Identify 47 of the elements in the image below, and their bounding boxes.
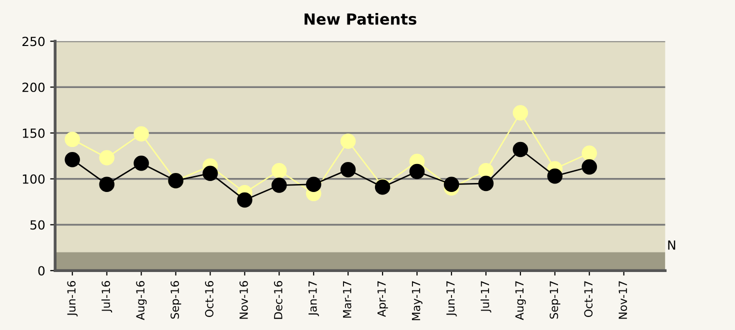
point bbox=[272, 178, 287, 193]
x-tick-label: Jul-17 bbox=[480, 281, 492, 312]
point bbox=[237, 192, 252, 208]
y-tick-label: 150 bbox=[22, 128, 45, 138]
point bbox=[64, 132, 80, 148]
x-tick-label: Jul-16 bbox=[101, 281, 112, 312]
y-tick-label: 250 bbox=[22, 36, 45, 46]
y-tick-label: 0 bbox=[38, 266, 45, 276]
point bbox=[582, 146, 597, 161]
x-tick-label: Nov-16 bbox=[240, 281, 248, 319]
x-tick-label: Aug-17 bbox=[515, 281, 526, 320]
point bbox=[99, 176, 114, 192]
band-label: N bbox=[668, 240, 676, 250]
x-tick-label: Sep-17 bbox=[550, 281, 560, 319]
point bbox=[99, 150, 114, 166]
x-tick-label: Oct-17 bbox=[584, 281, 593, 318]
x-tick-label: Dec-16 bbox=[274, 281, 282, 319]
x-tick-label: Apr-17 bbox=[378, 281, 388, 317]
point bbox=[306, 176, 322, 192]
chart-title: New Patients bbox=[304, 12, 416, 25]
point bbox=[512, 105, 528, 120]
point bbox=[340, 134, 356, 149]
y-tick-label: 50 bbox=[30, 220, 45, 230]
x-tick-label: Oct-16 bbox=[205, 281, 214, 318]
point bbox=[134, 126, 149, 142]
x-tick-label: Jun-17 bbox=[446, 281, 457, 316]
point bbox=[478, 176, 494, 192]
y-tick-label: 200 bbox=[22, 82, 45, 92]
point bbox=[409, 164, 425, 180]
x-tick-label: Jan-17 bbox=[308, 281, 319, 316]
point bbox=[478, 162, 494, 178]
point bbox=[340, 162, 356, 178]
y-tick-label: 100 bbox=[22, 174, 45, 184]
point bbox=[64, 152, 80, 168]
point bbox=[202, 166, 218, 181]
x-tick-label: Nov-17 bbox=[618, 281, 628, 319]
x-tick-label: Mar-17 bbox=[343, 281, 352, 318]
point bbox=[134, 156, 149, 171]
x-tick-label: May-17 bbox=[412, 281, 422, 320]
x-tick-label: Aug-16 bbox=[136, 281, 147, 320]
point bbox=[272, 162, 287, 178]
point bbox=[582, 159, 597, 175]
point bbox=[547, 168, 563, 184]
x-tick-label: Jun-16 bbox=[67, 281, 78, 316]
point bbox=[444, 176, 460, 192]
point bbox=[512, 142, 528, 158]
x-tick-label: Sep-16 bbox=[170, 281, 182, 319]
